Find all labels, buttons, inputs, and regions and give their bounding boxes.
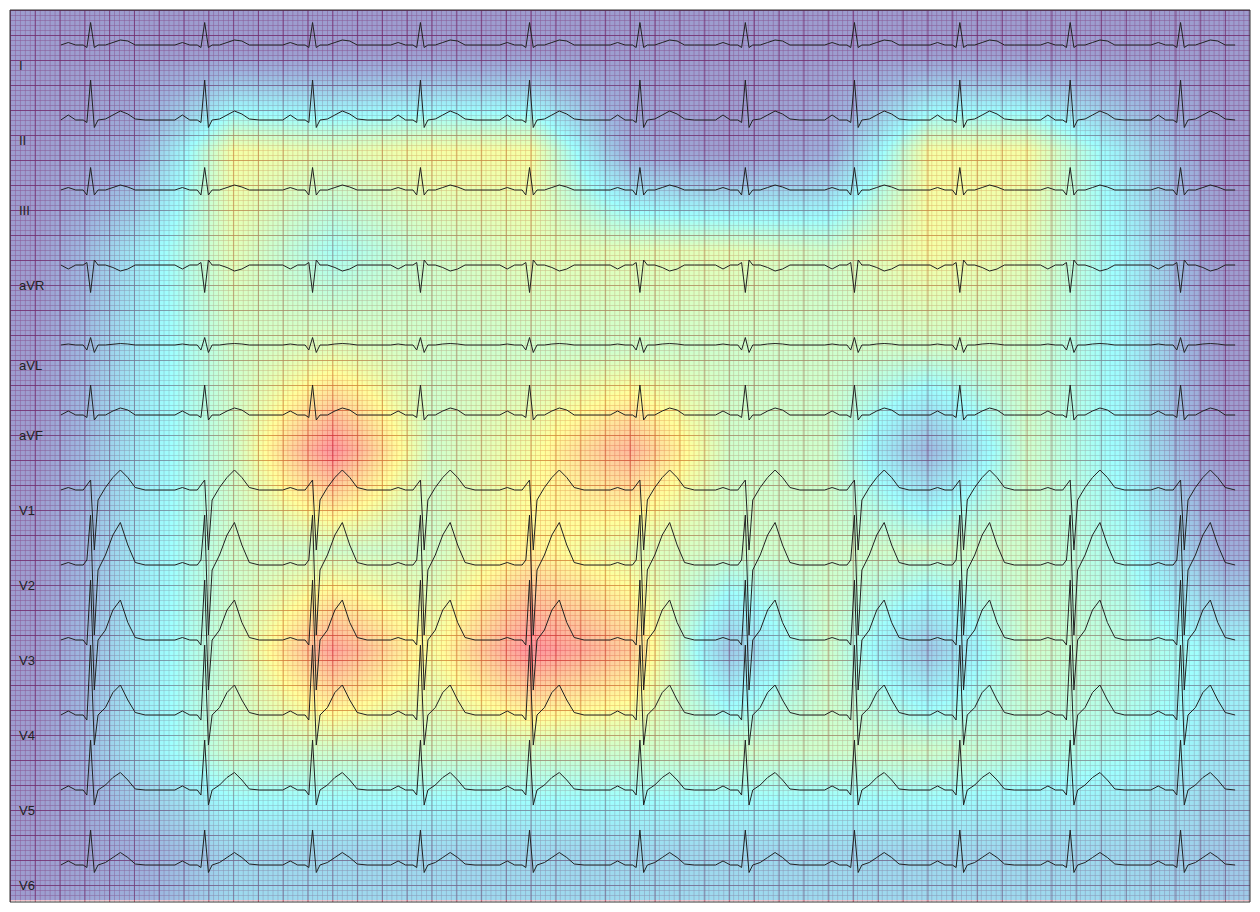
svg-text:V6: V6 <box>19 878 35 893</box>
svg-text:aVL: aVL <box>19 358 42 373</box>
svg-text:III: III <box>19 203 30 218</box>
svg-text:V4: V4 <box>19 728 35 743</box>
svg-text:V2: V2 <box>19 578 35 593</box>
svg-text:aVR: aVR <box>19 278 44 293</box>
svg-text:V1: V1 <box>19 503 35 518</box>
svg-text:V5: V5 <box>19 803 35 818</box>
svg-text:I: I <box>19 58 23 73</box>
svg-text:II: II <box>19 133 26 148</box>
svg-text:aVF: aVF <box>19 428 43 443</box>
svg-text:V3: V3 <box>19 653 35 668</box>
